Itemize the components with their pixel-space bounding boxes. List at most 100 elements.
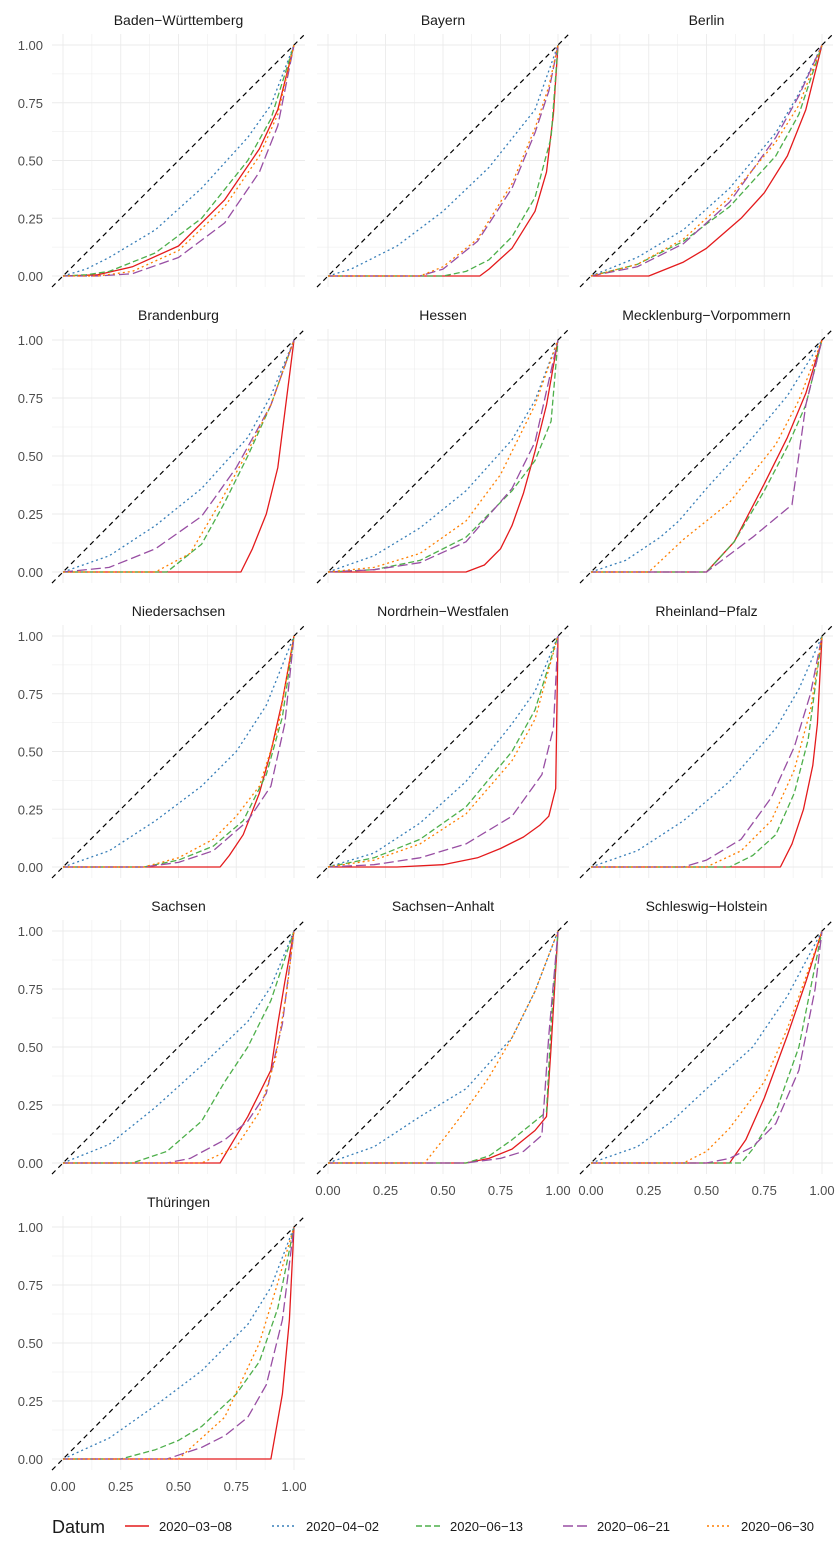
legend-label: 2020−06−13 [450,1519,523,1534]
series-line [63,44,295,277]
reference-diagonal [316,328,570,584]
facet-panel: Berlin [579,12,834,288]
x-tick-label: 0.25 [108,1479,133,1494]
series-line [591,635,823,868]
facet-title: Sachsen−Anhalt [392,898,494,914]
y-tick-label: 1.00 [18,924,43,939]
series-line [63,1226,295,1460]
x-tick-label: 0.75 [224,1479,249,1494]
facet-panel: Thüringen 0.00 0.25 0.50 0.75 1.00 0.00 0.25 0.5… [18,1194,307,1494]
facet-panel: Baden−Württemberg 0.00 0.25 0.50 0.75 1.00 [18,12,306,288]
y-tick-label: 1.00 [18,38,43,53]
grid [580,329,833,583]
series-line [591,930,823,1164]
x-tick-label: 0.25 [373,1183,398,1198]
series-line [327,635,559,868]
reference-diagonal [579,33,834,288]
grid [580,625,833,878]
x-tick-label: 0.25 [636,1183,661,1198]
series-line [62,44,295,277]
legend-label: 2020−06−30 [741,1519,814,1534]
series-line [63,635,295,868]
y-tick-label: 0.25 [18,211,43,226]
facet-title: Niedersachsen [132,603,225,619]
facet-title: Sachsen [151,898,205,914]
series-line [63,1226,295,1460]
x-tick-label: 0.50 [166,1479,191,1494]
x-tick-label: 0.00 [578,1183,603,1198]
x-tick-label: 0.75 [752,1183,777,1198]
series-line [63,1226,295,1460]
series-line [328,44,559,277]
series-line [591,635,823,868]
series-line [63,635,295,868]
x-tick-label: 1.00 [545,1183,570,1198]
reference-diagonal [316,624,570,879]
series-line [327,339,559,573]
facet-title: Thüringen [147,1194,210,1210]
grid [317,625,569,878]
facet-panel: Rheinland−Pfalz [579,603,834,879]
series-line [63,930,295,1164]
series-line [63,930,295,1164]
legend: Datum 2020−03−08 2020−04−02 2020−06−13 2020−… [52,1517,814,1537]
x-tick-label: 0.00 [315,1183,340,1198]
facet-title: Hessen [419,307,466,323]
series-line [328,44,559,277]
grid [52,329,305,583]
facet-title: Mecklenburg−Vorpommern [622,307,790,323]
facet-panel: Hessen [316,307,570,584]
series-line [328,339,559,573]
series-line [591,930,823,1164]
y-tick-label: 0.00 [18,1156,43,1171]
y-tick-label: 0.25 [18,507,43,522]
facet-panel: Sachsen 0.00 0.25 0.50 0.75 1.00 [18,898,306,1175]
y-tick-label: 0.00 [18,860,43,875]
reference-diagonal [51,1215,306,1471]
reference-diagonal [579,328,834,584]
y-tick-label: 0.00 [18,565,43,580]
grid [317,329,569,583]
facet-panel: Nordrhein−Westfalen [316,603,570,879]
y-tick-label: 0.75 [18,982,43,997]
grid [52,625,305,878]
series-line [591,44,823,277]
y-tick-label: 0.50 [18,449,43,464]
facet-title: Nordrhein−Westfalen [377,603,509,619]
reference-diagonal [316,33,570,288]
y-tick-label: 1.00 [18,629,43,644]
facet-panel: Mecklenburg−Vorpommern [579,307,834,584]
facet-panel: Schleswig−Holstein 0.00 0.25 0.50 0.75 1.00 [578,898,834,1198]
series-line [591,339,823,573]
x-tick-label: 0.50 [694,1183,719,1198]
series-line [590,44,823,277]
facet-panel: Bayern [316,12,570,288]
series-line [328,930,559,1164]
facet-title: Brandenburg [138,307,219,323]
legend-label: 2020−03−08 [159,1519,232,1534]
y-tick-label: 1.00 [18,333,43,348]
reference-diagonal [316,919,570,1175]
series-line [62,635,295,868]
legend-label: 2020−04−02 [306,1519,379,1534]
grid [580,920,833,1174]
series-line [328,930,559,1164]
y-tick-label: 0.50 [18,1040,43,1055]
x-tick-label: 0.50 [430,1183,455,1198]
series-line [591,930,823,1164]
facet-title: Baden−Württemberg [114,12,244,28]
series-line [327,339,559,573]
series-line [327,635,559,868]
y-tick-label: 0.25 [18,802,43,817]
series-line [62,1226,295,1460]
series-line [590,44,823,277]
series-line [63,339,295,573]
y-tick-label: 0.75 [18,96,43,111]
grid [317,920,569,1174]
reference-diagonal [51,33,306,288]
series-line [327,635,559,868]
series-line [591,635,823,868]
reference-diagonal [51,919,306,1175]
y-tick-label: 0.75 [18,391,43,406]
